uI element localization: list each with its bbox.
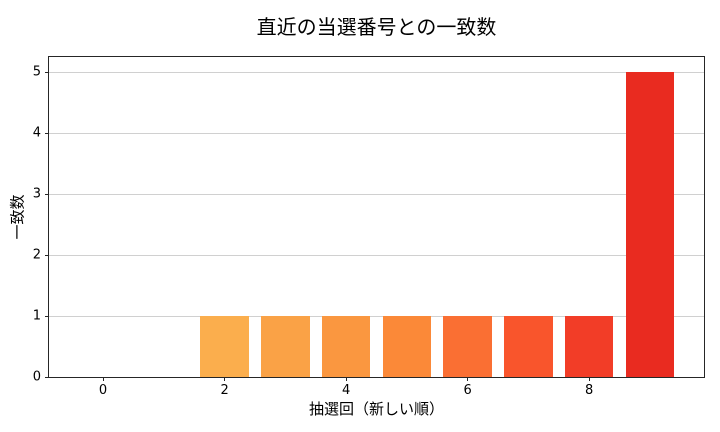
x-tick-label-4: 4	[341, 383, 351, 398]
x-tick-label-2: 2	[220, 383, 229, 398]
bar-x3	[261, 316, 310, 377]
gridline-y-4	[49, 132, 704, 134]
y-tick-mark-0	[45, 376, 49, 378]
bar-x8	[564, 316, 614, 377]
y-tick-label-2: 2	[32, 247, 41, 263]
x-tick-mark-4	[345, 377, 347, 381]
y-tick-label-1: 1	[32, 308, 41, 324]
bar-x5	[382, 316, 432, 377]
x-axis-label: 抽選回（新しい順）	[308, 400, 444, 418]
x-tick-label-8: 8	[585, 383, 594, 398]
y-tick-label-5: 5	[32, 64, 41, 80]
gridline-y-2	[49, 254, 704, 256]
gridline-y-3	[49, 193, 704, 195]
gridline-y-5	[49, 71, 704, 73]
gridline-y-1	[49, 315, 704, 317]
bar-x4	[321, 316, 371, 377]
y-tick-label-3: 3	[32, 186, 41, 202]
x-tick-mark-0	[102, 377, 104, 381]
x-tick-label-6: 6	[463, 383, 472, 398]
y-axis-label: 一致数	[8, 194, 27, 240]
bar-x7	[504, 316, 553, 377]
x-tick-mark-6	[467, 377, 469, 381]
x-tick-mark-2	[224, 377, 226, 381]
bar-x2	[200, 316, 249, 377]
y-tick-mark-2	[45, 254, 49, 256]
plot-area: 0 1 2 3 4 5 0 2 4 6 8	[33, 56, 705, 397]
y-tick-label-4: 4	[32, 125, 41, 141]
x-tick-mark-8	[588, 377, 590, 381]
y-tick-label-0: 0	[32, 369, 41, 385]
y-tick-mark-4	[45, 132, 49, 134]
y-tick-mark-3	[45, 193, 49, 195]
y-tick-mark-1	[45, 315, 49, 317]
y-tick-mark-5	[45, 71, 49, 73]
bar-x9	[625, 72, 675, 377]
chart-title: 直近の当選番号との一致数	[256, 15, 497, 39]
x-tick-label-0: 0	[98, 383, 108, 398]
bar-x6	[443, 316, 492, 377]
